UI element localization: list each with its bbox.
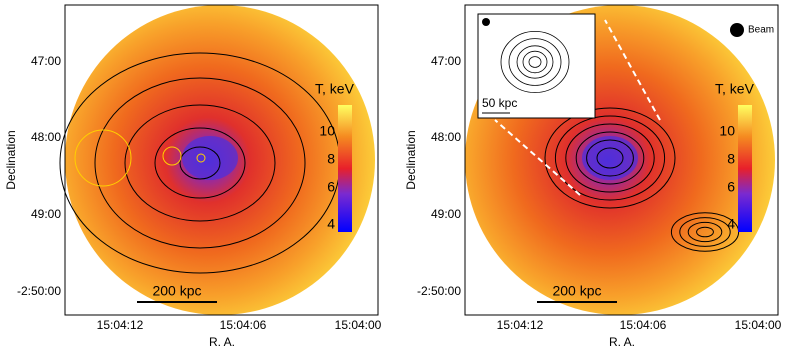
x-axis-label: R. A. (609, 335, 635, 349)
x-tick-label: 15:04:00 (335, 318, 382, 332)
contour (179, 146, 221, 180)
contour (687, 221, 723, 243)
colorbar-tick-label: 4 (727, 216, 735, 232)
panel: 50 kpc Beam T, keV 10 8 6 4 200 kpc 47:00 48:00 49… (404, 4, 782, 349)
y-tick-label: 47:00 (431, 54, 461, 68)
contour (586, 139, 634, 177)
y-axis-label: Declination (404, 130, 418, 189)
contour (596, 147, 624, 169)
y-tick-label: -2:50:00 (417, 284, 461, 298)
panel: T, keV 10 8 6 4 200 kpc 47:00 48:00 49:00 -2:50:0… (4, 4, 382, 349)
region (162, 146, 182, 166)
x-tick-label: 15:04:06 (620, 318, 667, 332)
y-tick-label: 48:00 (431, 130, 461, 144)
x-tick-label: 15:04:00 (735, 318, 782, 332)
plot-frame (64, 4, 379, 316)
contour (94, 77, 306, 249)
inset-contour (500, 30, 570, 94)
colorbar-tick-label: 10 (319, 123, 335, 139)
inset-beam (482, 18, 490, 26)
y-tick-label: 49:00 (431, 207, 461, 221)
contour (679, 217, 731, 247)
region (74, 129, 132, 187)
y-tick-label: 49:00 (31, 207, 61, 221)
region (196, 153, 206, 163)
contour (544, 107, 676, 209)
inset-contour (516, 45, 554, 79)
x-tick-label: 15:04:12 (97, 318, 144, 332)
beam (730, 23, 744, 37)
colorbar-title: T, keV (315, 81, 355, 97)
colorbar-tick-label: 6 (727, 179, 735, 195)
inset-scale-label: 50 kpc (482, 96, 517, 110)
colorbar-tick-label: 6 (327, 179, 335, 195)
colorbar (738, 105, 752, 232)
y-axis-label: Declination (4, 130, 18, 189)
contour (124, 104, 276, 222)
x-axis-label: R. A. (209, 335, 235, 349)
y-tick-label: 48:00 (31, 130, 61, 144)
contour (554, 115, 666, 201)
colorbar-tick-label: 10 (719, 123, 735, 139)
dashed-line (604, 19, 661, 121)
colorbar-tick-label: 8 (327, 151, 335, 167)
beam-label: Beam (748, 25, 774, 36)
scale-bar-label: 200 kpc (152, 283, 201, 299)
x-tick-label: 15:04:06 (220, 318, 267, 332)
colorbar-title: T, keV (715, 81, 755, 97)
colorbar-tick-label: 8 (727, 151, 735, 167)
inset-contour (528, 56, 542, 68)
cool-core (182, 136, 238, 180)
colorbar-tick-label: 4 (327, 216, 335, 232)
contour (575, 131, 645, 185)
plot-frame (464, 4, 779, 316)
dashed-line (494, 119, 581, 196)
cool-core (582, 136, 638, 180)
y-tick-label: 47:00 (31, 54, 61, 68)
y-tick-label: -2:50:00 (17, 284, 61, 298)
inset-contour (522, 50, 548, 74)
inset-contour (508, 38, 562, 86)
contour (696, 226, 714, 238)
colorbar (338, 105, 352, 232)
scale-bar-label: 200 kpc (552, 283, 601, 299)
contour (565, 123, 655, 193)
x-tick-label: 15:04:12 (497, 318, 544, 332)
contour (154, 127, 246, 199)
